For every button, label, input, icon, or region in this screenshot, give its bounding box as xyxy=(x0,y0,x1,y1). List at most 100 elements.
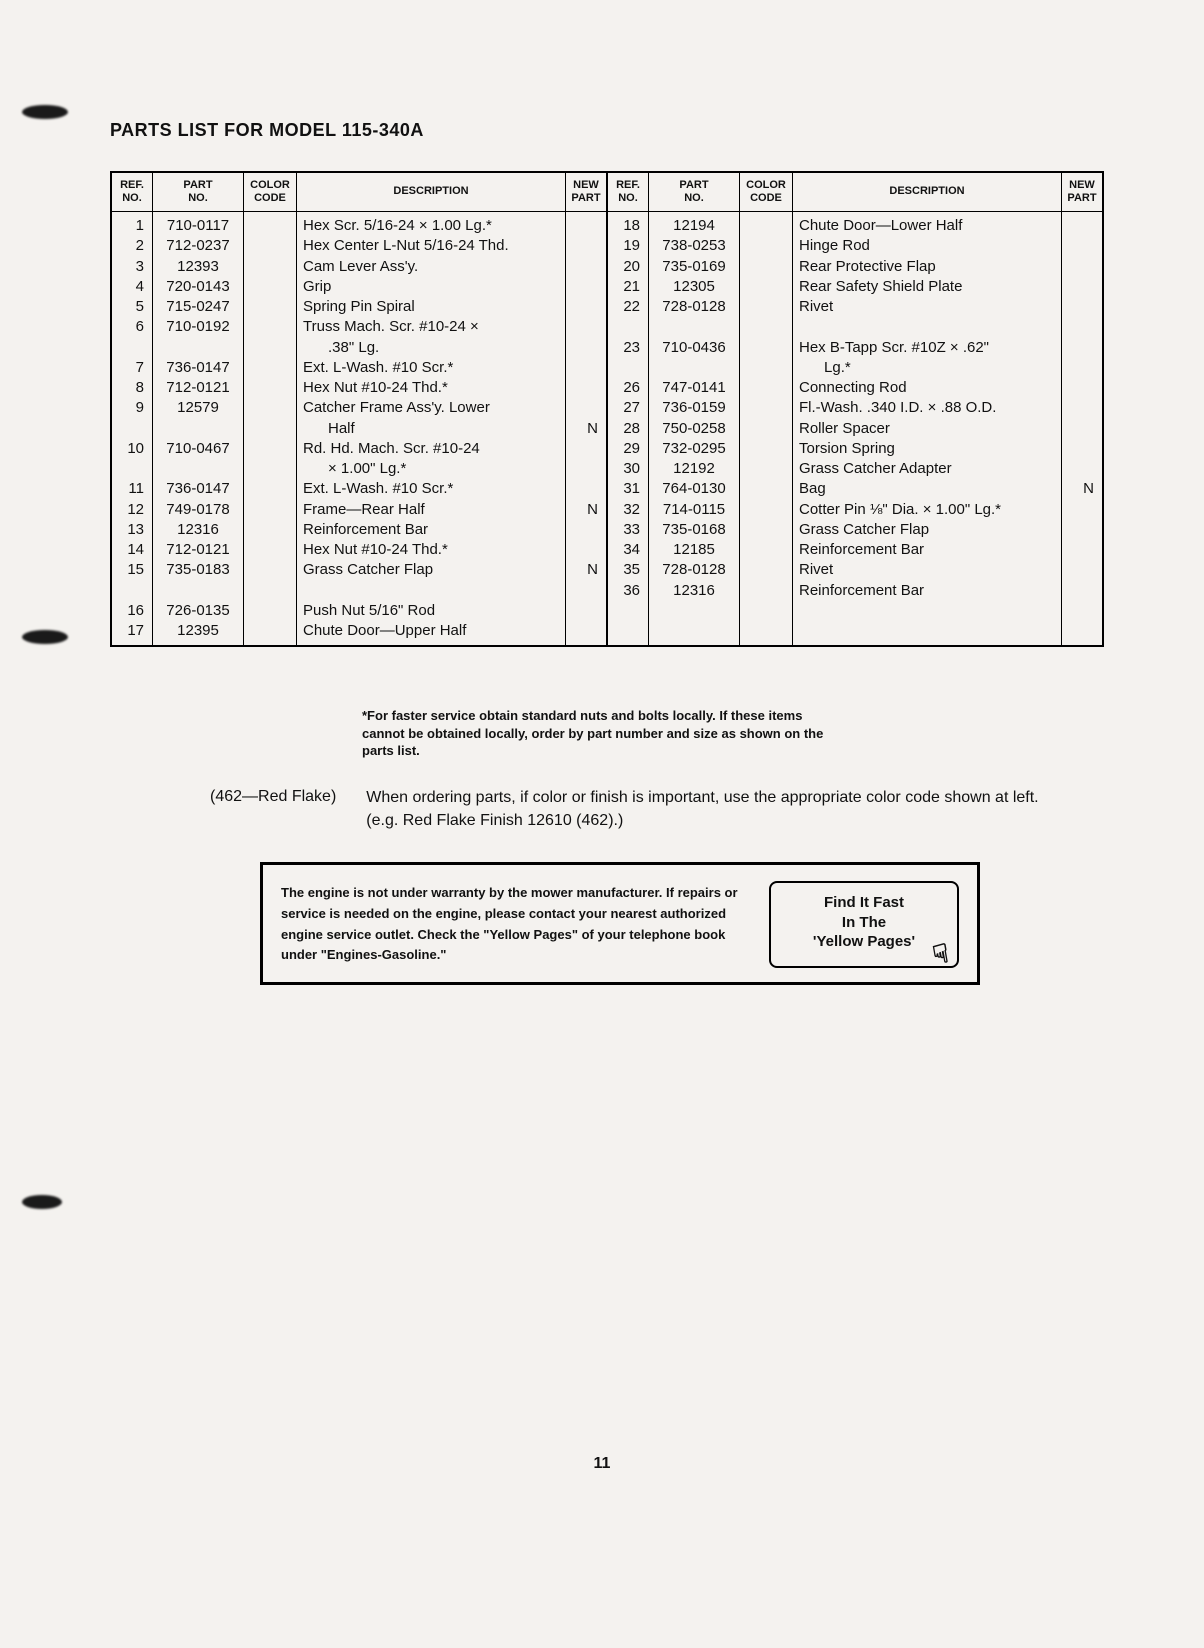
badge-line2: In The xyxy=(779,913,949,933)
col-new-cells: N N N xyxy=(566,212,606,645)
table-cell: 34 xyxy=(614,540,640,560)
table-cell xyxy=(1068,358,1094,378)
table-cell: 735-0183 xyxy=(159,560,237,580)
table-cell xyxy=(250,540,290,560)
table-cell: 12192 xyxy=(655,459,733,479)
col-header-part: PART NO. xyxy=(153,173,243,212)
table-cell: Connecting Rod xyxy=(799,378,1055,398)
table-cell: Hex Nut #10-24 Thd.* xyxy=(303,540,559,560)
col-header-desc: DESCRIPTION xyxy=(793,173,1061,212)
table-cell xyxy=(746,378,786,398)
table-cell xyxy=(655,358,733,378)
table-cell xyxy=(118,338,144,358)
table-cell xyxy=(572,236,598,256)
table-cell: 23 xyxy=(614,338,640,358)
table-cell: 720-0143 xyxy=(159,277,237,297)
table-cell xyxy=(572,581,598,601)
table-cell: Reinforcement Bar xyxy=(303,520,559,540)
table-cell: Spring Pin Spiral xyxy=(303,297,559,317)
table-cell: 712-0237 xyxy=(159,236,237,256)
table-cell xyxy=(1068,378,1094,398)
table-cell: N xyxy=(1068,479,1094,499)
table-cell xyxy=(614,317,640,337)
table-cell: Frame—Rear Half xyxy=(303,500,559,520)
col-part-cells: 710-0117712-023712393720-0143715-0247710… xyxy=(153,212,243,645)
table-cell: 12 xyxy=(118,500,144,520)
table-cell: 712-0121 xyxy=(159,378,237,398)
table-cell xyxy=(159,419,237,439)
table-cell: 12393 xyxy=(159,257,237,277)
table-cell: Rivet xyxy=(799,560,1055,580)
page-number: 11 xyxy=(70,1455,1134,1473)
table-cell: 10 xyxy=(118,439,144,459)
col-header-ref: REF. NO. xyxy=(112,173,152,212)
table-cell: Torsion Spring xyxy=(799,439,1055,459)
table-cell: 728-0128 xyxy=(655,297,733,317)
table-cell: 26 xyxy=(614,378,640,398)
table-cell: 22 xyxy=(614,297,640,317)
table-cell: Fl.-Wash. .340 I.D. × .88 O.D. xyxy=(799,398,1055,418)
table-cell: 18 xyxy=(614,216,640,236)
table-cell: 29 xyxy=(614,439,640,459)
table-cell xyxy=(250,419,290,439)
table-cell xyxy=(746,419,786,439)
table-cell xyxy=(159,459,237,479)
table-cell: 732-0295 xyxy=(655,439,733,459)
col-header-new: NEW PART xyxy=(1062,173,1102,212)
table-cell xyxy=(250,317,290,337)
table-cell xyxy=(572,621,598,641)
table-cell: 749-0178 xyxy=(159,500,237,520)
table-cell: Ext. L-Wash. #10 Scr.* xyxy=(303,479,559,499)
table-cell: 12185 xyxy=(655,540,733,560)
table-cell xyxy=(250,621,290,641)
table-cell: 20 xyxy=(614,257,640,277)
table-cell xyxy=(746,439,786,459)
table-cell xyxy=(250,479,290,499)
table-cell: 710-0192 xyxy=(159,317,237,337)
table-cell: 31 xyxy=(614,479,640,499)
table-cell xyxy=(572,378,598,398)
color-note-text: When ordering parts, if color or finish … xyxy=(366,786,1074,832)
table-cell xyxy=(250,358,290,378)
col-ref-cells: 123456 789 10 1112131415 1617 xyxy=(112,212,152,645)
table-cell xyxy=(250,439,290,459)
table-cell xyxy=(572,338,598,358)
col-color-cells xyxy=(740,212,792,605)
table-cell xyxy=(746,459,786,479)
table-cell: N xyxy=(572,500,598,520)
table-cell: Rd. Hd. Mach. Scr. #10-24 xyxy=(303,439,559,459)
table-cell xyxy=(250,601,290,621)
table-cell: Grass Catcher Flap xyxy=(303,560,559,580)
badge-line1: Find It Fast xyxy=(779,893,949,913)
table-cell: 12395 xyxy=(159,621,237,641)
table-cell: Chute Door—Upper Half xyxy=(303,621,559,641)
parts-table-right: REF. NO.1819202122 23 262728293031323334… xyxy=(606,173,1102,645)
table-cell xyxy=(250,459,290,479)
table-cell xyxy=(250,520,290,540)
table-cell xyxy=(746,216,786,236)
yellow-pages-badge: Find It Fast In The 'Yellow Pages' ☟ xyxy=(769,881,959,968)
table-cell xyxy=(572,398,598,418)
table-cell: 726-0135 xyxy=(159,601,237,621)
table-cell xyxy=(746,297,786,317)
table-cell: 33 xyxy=(614,520,640,540)
table-cell xyxy=(572,520,598,540)
table-cell xyxy=(1068,216,1094,236)
table-cell: 7 xyxy=(118,358,144,378)
table-cell xyxy=(746,540,786,560)
table-cell: 14 xyxy=(118,540,144,560)
table-cell: 5 xyxy=(118,297,144,317)
table-cell xyxy=(250,378,290,398)
table-cell xyxy=(1068,540,1094,560)
table-cell: 710-0467 xyxy=(159,439,237,459)
table-cell xyxy=(746,236,786,256)
table-cell xyxy=(746,560,786,580)
table-cell xyxy=(746,500,786,520)
table-cell xyxy=(159,581,237,601)
table-cell xyxy=(250,236,290,256)
table-cell xyxy=(572,479,598,499)
table-cell: Bag xyxy=(799,479,1055,499)
table-cell: 1 xyxy=(118,216,144,236)
table-cell: 12579 xyxy=(159,398,237,418)
table-cell xyxy=(799,317,1055,337)
